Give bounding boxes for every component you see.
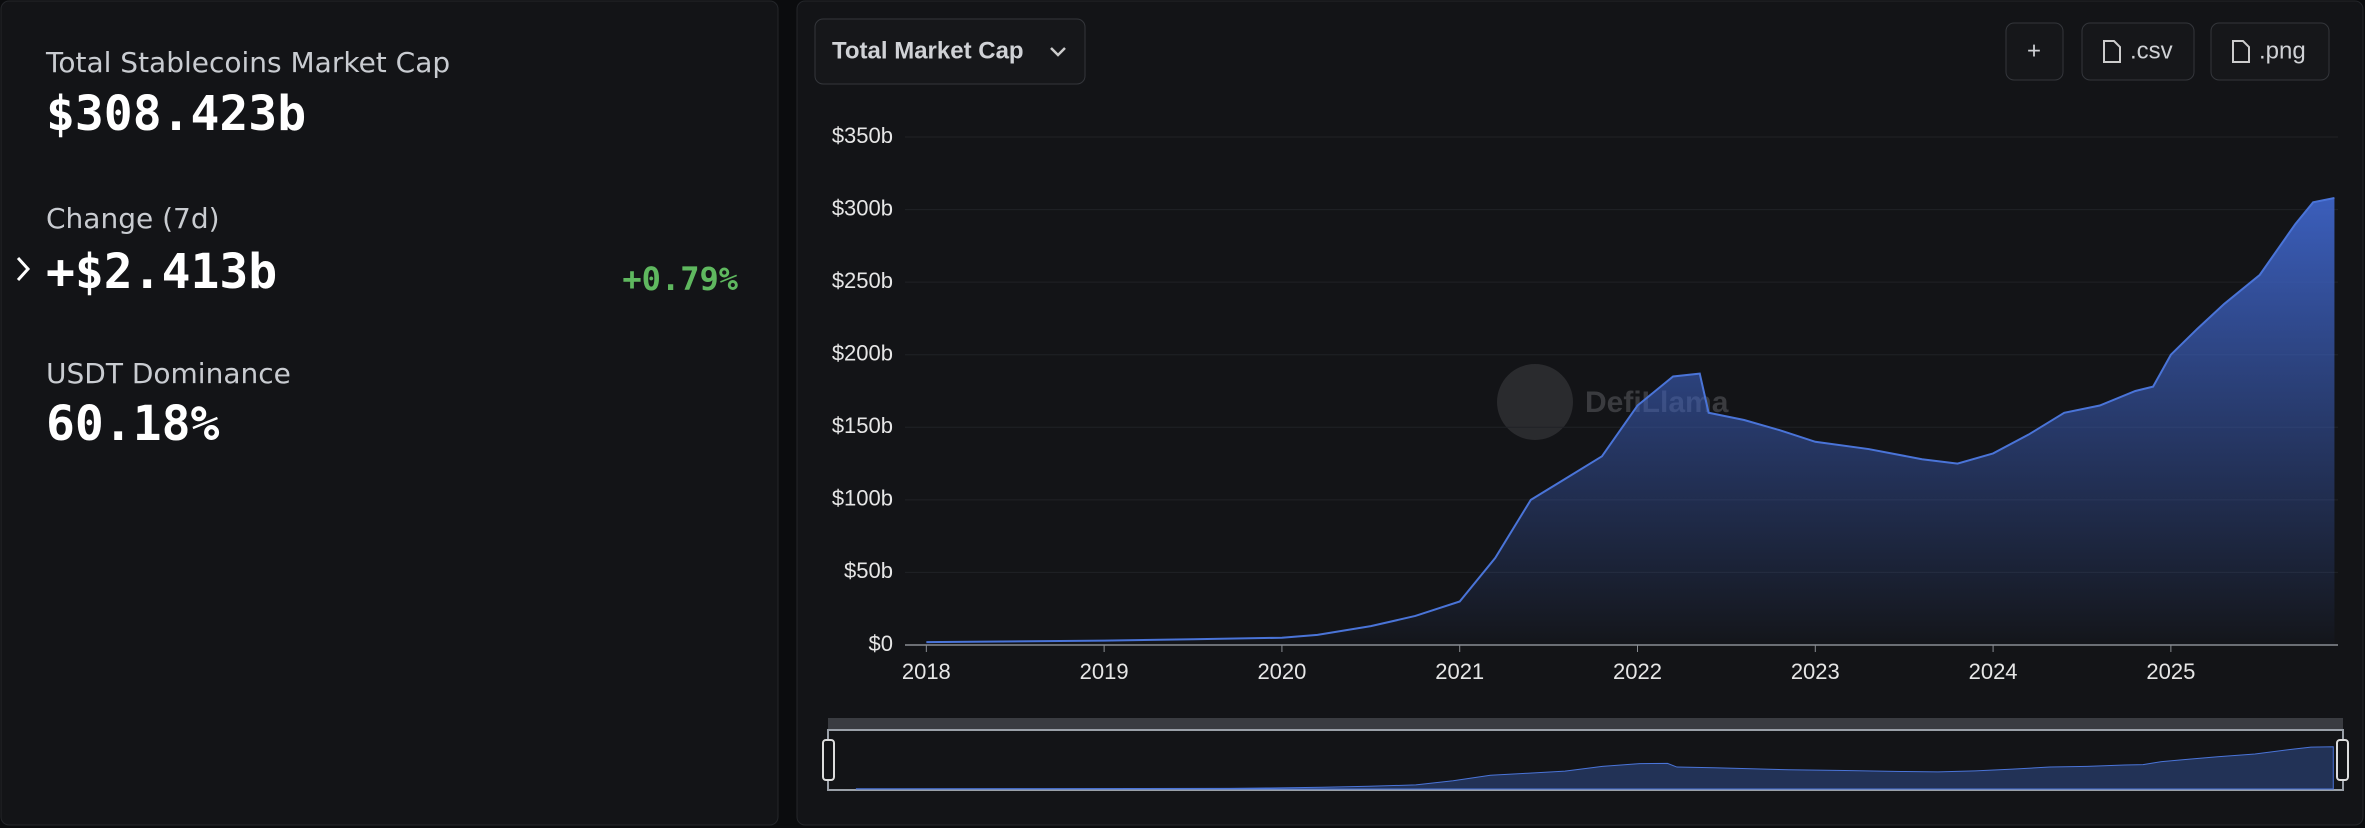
png-button[interactable] <box>2210 22 2330 81</box>
overview-area <box>855 746 2334 790</box>
x-tick-label: 2020 <box>1257 659 1306 684</box>
watermark-logo <box>1497 364 1573 440</box>
y-tick-label: $100b <box>832 486 893 511</box>
y-tick-label: $250b <box>832 268 893 293</box>
stat-percent: +0.79% <box>622 260 738 298</box>
x-tick-label: 2021 <box>1435 659 1484 684</box>
brush-handle[interactable] <box>822 739 835 781</box>
add-button[interactable] <box>2005 22 2064 81</box>
x-tick-label: 2024 <box>1969 659 2018 684</box>
brush-track[interactable] <box>828 718 2343 730</box>
y-tick-label: $200b <box>832 341 893 366</box>
add-label: + <box>2027 37 2041 64</box>
line <box>926 196 2335 644</box>
y-tick-label: $350b <box>832 123 893 148</box>
x-tick-label: 2018 <box>902 659 951 684</box>
metric-select-label: Total Market Cap <box>832 37 1024 64</box>
x-tick-label: 2022 <box>1613 659 1662 684</box>
stat-label: Change (7d) <box>46 202 220 235</box>
y-tick-label: $300b <box>832 195 893 220</box>
stat-label: Total Stablecoins Market Cap <box>45 46 450 79</box>
x-tick-label: 2025 <box>2146 659 2195 684</box>
file-icon <box>2232 40 2250 63</box>
brush-handle[interactable] <box>2336 739 2349 781</box>
stat-value: +$2.413b <box>46 244 277 300</box>
y-tick-label: $0 <box>869 631 893 656</box>
file-icon <box>2103 40 2121 63</box>
csv-button[interactable] <box>2081 22 2195 81</box>
csv-label: .csv <box>2130 37 2173 64</box>
stats-panel <box>0 0 779 826</box>
stat-value: 60.18% <box>46 396 219 452</box>
y-tick-label: $50b <box>844 558 893 583</box>
expand-arrow[interactable] <box>16 256 31 282</box>
y-tick-label: $150b <box>832 413 893 438</box>
stat-value: $308.423b <box>46 86 306 142</box>
metric-select[interactable] <box>814 18 1086 85</box>
png-label: .png <box>2259 37 2306 64</box>
stat-label: USDT Dominance <box>46 357 291 390</box>
area <box>926 197 2335 645</box>
x-tick-label: 2019 <box>1080 659 1129 684</box>
x-tick-label: 2023 <box>1791 659 1840 684</box>
chevron <box>1050 47 1066 57</box>
